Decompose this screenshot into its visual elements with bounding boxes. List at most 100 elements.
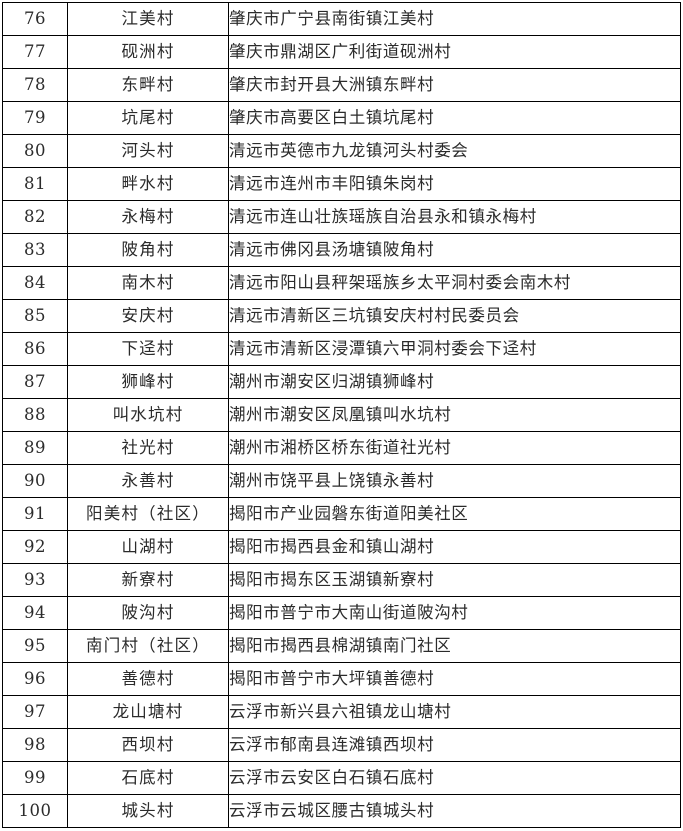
table-row: 80 河头村 清远市英德市九龙镇河头村委会	[2, 134, 681, 168]
cell-village-name: 阳美村（社区）	[67, 497, 229, 531]
cell-index: 78	[2, 68, 68, 102]
cell-village-name: 江美村	[67, 2, 229, 36]
table-row: 97 龙山塘村 云浮市新兴县六祖镇龙山塘村	[2, 695, 681, 729]
table-row: 94 陂沟村 揭阳市普宁市大南山街道陂沟村	[2, 596, 681, 630]
cell-address: 揭阳市揭西县棉湖镇南门社区	[228, 629, 681, 663]
table-row: 88 叫水坑村 潮州市潮安区凤凰镇叫水坑村	[2, 398, 681, 432]
table-row: 98 西坝村 云浮市郁南县连滩镇西坝村	[2, 728, 681, 762]
cell-village-name: 永梅村	[67, 200, 229, 234]
cell-village-name: 南木村	[67, 266, 229, 300]
cell-village-name: 山湖村	[67, 530, 229, 564]
cell-index: 100	[2, 794, 68, 828]
cell-address: 揭阳市揭东区玉湖镇新寮村	[228, 563, 681, 597]
cell-village-name: 西坝村	[67, 728, 229, 762]
table-row: 91 阳美村（社区） 揭阳市产业园磐东街道阳美社区	[2, 497, 681, 531]
cell-address: 清远市阳山县秤架瑶族乡太平洞村委会南木村	[228, 266, 681, 300]
cell-address: 潮州市湘桥区桥东街道社光村	[228, 431, 681, 465]
table-row: 79 坑尾村 肇庆市高要区白土镇坑尾村	[2, 101, 681, 135]
cell-address: 肇庆市封开县大洲镇东畔村	[228, 68, 681, 102]
cell-address: 清远市清新区浸潭镇六甲洞村委会下迳村	[228, 332, 681, 366]
cell-index: 80	[2, 134, 68, 168]
cell-index: 92	[2, 530, 68, 564]
table-row: 92 山湖村 揭阳市揭西县金和镇山湖村	[2, 530, 681, 564]
table-row: 93 新寮村 揭阳市揭东区玉湖镇新寮村	[2, 563, 681, 597]
cell-address: 肇庆市高要区白土镇坑尾村	[228, 101, 681, 135]
table-row: 96 善德村 揭阳市普宁市大坪镇善德村	[2, 662, 681, 696]
table-row: 89 社光村 潮州市湘桥区桥东街道社光村	[2, 431, 681, 465]
cell-village-name: 坑尾村	[67, 101, 229, 135]
cell-village-name: 畔水村	[67, 167, 229, 201]
cell-index: 95	[2, 629, 68, 663]
cell-village-name: 社光村	[67, 431, 229, 465]
cell-index: 79	[2, 101, 68, 135]
table-row: 100 城头村 云浮市云城区腰古镇城头村	[2, 794, 681, 828]
cell-village-name: 善德村	[67, 662, 229, 696]
cell-index: 89	[2, 431, 68, 465]
table-row: 76 江美村 肇庆市广宁县南街镇江美村	[2, 2, 681, 36]
table-row: 78 东畔村 肇庆市封开县大洲镇东畔村	[2, 68, 681, 102]
cell-index: 98	[2, 728, 68, 762]
cell-index: 91	[2, 497, 68, 531]
cell-village-name: 永善村	[67, 464, 229, 498]
cell-address: 云浮市云安区白石镇石底村	[228, 761, 681, 795]
cell-index: 90	[2, 464, 68, 498]
table-row: 81 畔水村 清远市连州市丰阳镇朱岗村	[2, 167, 681, 201]
cell-village-name: 新寮村	[67, 563, 229, 597]
cell-village-name: 砚洲村	[67, 35, 229, 69]
cell-village-name: 陂沟村	[67, 596, 229, 630]
cell-index: 99	[2, 761, 68, 795]
cell-index: 88	[2, 398, 68, 432]
cell-index: 82	[2, 200, 68, 234]
cell-index: 85	[2, 299, 68, 333]
cell-address: 揭阳市产业园磐东街道阳美社区	[228, 497, 681, 531]
cell-index: 77	[2, 35, 68, 69]
cell-village-name: 安庆村	[67, 299, 229, 333]
table-row: 84 南木村 清远市阳山县秤架瑶族乡太平洞村委会南木村	[2, 266, 681, 300]
cell-village-name: 河头村	[67, 134, 229, 168]
cell-index: 93	[2, 563, 68, 597]
cell-index: 81	[2, 167, 68, 201]
cell-address: 清远市连州市丰阳镇朱岗村	[228, 167, 681, 201]
cell-village-name: 陂角村	[67, 233, 229, 267]
cell-index: 97	[2, 695, 68, 729]
table-row: 85 安庆村 清远市清新区三坑镇安庆村村民委员会	[2, 299, 681, 333]
cell-address: 潮州市潮安区归湖镇狮峰村	[228, 365, 681, 399]
table-row: 86 下迳村 清远市清新区浸潭镇六甲洞村委会下迳村	[2, 332, 681, 366]
cell-index: 83	[2, 233, 68, 267]
cell-village-name: 南门村（社区）	[67, 629, 229, 663]
cell-address: 揭阳市普宁市大南山街道陂沟村	[228, 596, 681, 630]
cell-address: 云浮市云城区腰古镇城头村	[228, 794, 681, 828]
table-row: 82 永梅村 清远市连山壮族瑶族自治县永和镇永梅村	[2, 200, 681, 234]
table-row: 77 砚洲村 肇庆市鼎湖区广利街道砚洲村	[2, 35, 681, 69]
cell-address: 清远市清新区三坑镇安庆村村民委员会	[228, 299, 681, 333]
cell-village-name: 东畔村	[67, 68, 229, 102]
cell-village-name: 龙山塘村	[67, 695, 229, 729]
cell-village-name: 石底村	[67, 761, 229, 795]
cell-address: 揭阳市普宁市大坪镇善德村	[228, 662, 681, 696]
table-row: 87 狮峰村 潮州市潮安区归湖镇狮峰村	[2, 365, 681, 399]
table-row: 99 石底村 云浮市云安区白石镇石底村	[2, 761, 681, 795]
cell-village-name: 狮峰村	[67, 365, 229, 399]
cell-address: 清远市佛冈县汤塘镇陂角村	[228, 233, 681, 267]
cell-village-name: 城头村	[67, 794, 229, 828]
table-row: 90 永善村 潮州市饶平县上饶镇永善村	[2, 464, 681, 498]
cell-index: 96	[2, 662, 68, 696]
cell-index: 84	[2, 266, 68, 300]
cell-address: 肇庆市广宁县南街镇江美村	[228, 2, 681, 36]
table-row: 95 南门村（社区） 揭阳市揭西县棉湖镇南门社区	[2, 629, 681, 663]
table-row: 83 陂角村 清远市佛冈县汤塘镇陂角村	[2, 233, 681, 267]
cell-index: 86	[2, 332, 68, 366]
cell-address: 清远市英德市九龙镇河头村委会	[228, 134, 681, 168]
cell-address: 清远市连山壮族瑶族自治县永和镇永梅村	[228, 200, 681, 234]
cell-address: 揭阳市揭西县金和镇山湖村	[228, 530, 681, 564]
cell-index: 87	[2, 365, 68, 399]
cell-index: 76	[2, 2, 68, 36]
cell-address: 肇庆市鼎湖区广利街道砚洲村	[228, 35, 681, 69]
cell-address: 潮州市饶平县上饶镇永善村	[228, 464, 681, 498]
cell-village-name: 下迳村	[67, 332, 229, 366]
cell-address: 潮州市潮安区凤凰镇叫水坑村	[228, 398, 681, 432]
cell-village-name: 叫水坑村	[67, 398, 229, 432]
